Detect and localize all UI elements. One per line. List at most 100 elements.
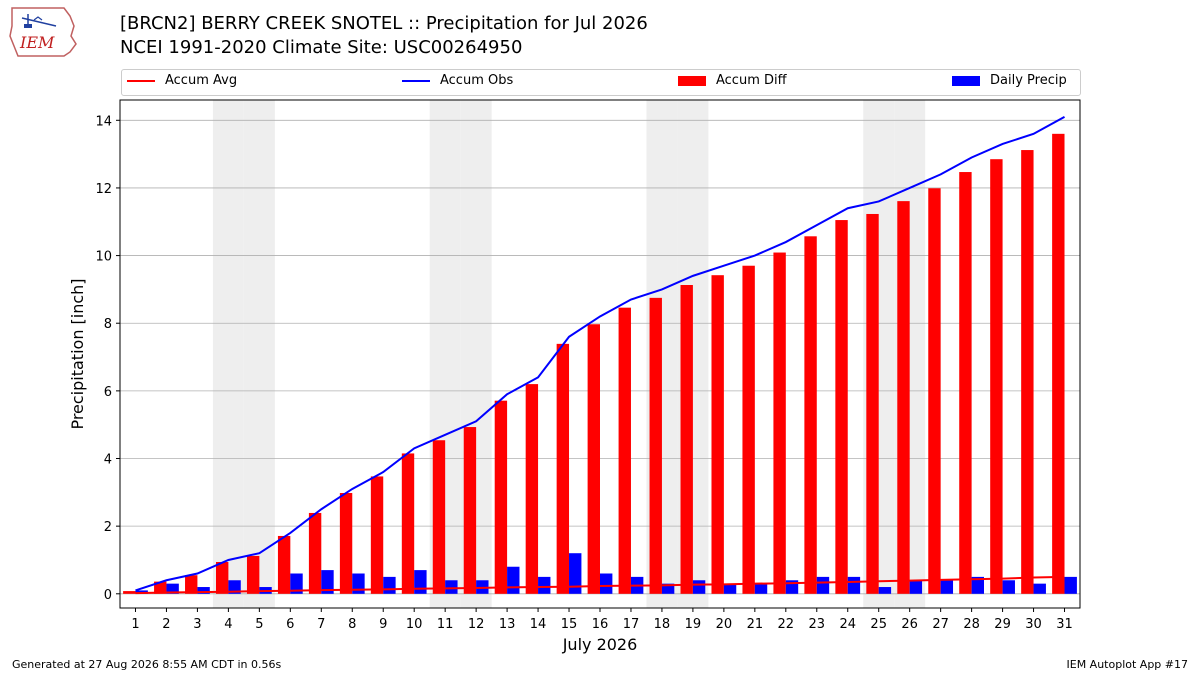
daily-precip-bar-day-27 <box>940 580 954 594</box>
daily-precip-bar-day-23 <box>816 576 830 594</box>
x-tick-label-20: 20 <box>716 617 733 632</box>
x-axis-label: July 2026 <box>562 635 638 654</box>
x-tick-label-28: 28 <box>963 617 980 632</box>
iem-logo-text: IEM <box>19 33 55 52</box>
legend-label-daily-precip: Daily Precip <box>990 73 1067 88</box>
accum-diff-bar-day-25 <box>866 213 879 594</box>
daily-precip-bar-day-24 <box>847 576 861 594</box>
accum-diff-bar-day-12 <box>463 427 477 594</box>
daily-precip-bar-day-29 <box>1002 580 1015 594</box>
footer-generated: Generated at 27 Aug 2026 8:55 AM CDT in … <box>12 658 282 671</box>
accum-diff-bar-day-29 <box>990 159 1003 594</box>
daily-precip-bar-day-13 <box>507 566 520 594</box>
y-tick-label-4: 4 <box>104 453 112 468</box>
y-tick-label-8: 8 <box>104 317 112 332</box>
accum-diff-bar-day-2 <box>154 581 167 594</box>
x-tick-label-5: 5 <box>255 617 263 632</box>
x-tick-label-21: 21 <box>747 617 764 632</box>
accum-diff-bar-day-20 <box>711 275 724 594</box>
daily-precip-bar-day-30 <box>1033 583 1046 594</box>
footer-app: IEM Autoplot App #17 <box>1066 658 1189 671</box>
x-tick-label-24: 24 <box>839 617 856 632</box>
daily-precip-bar-day-6 <box>290 573 303 594</box>
daily-precip-bar-day-18 <box>661 583 675 594</box>
x-tick-label-13: 13 <box>499 617 516 632</box>
x-tick-label-17: 17 <box>623 617 640 632</box>
x-tick-label-9: 9 <box>379 617 387 632</box>
accum-avg-line <box>135 575 1065 595</box>
accum-diff-bar-day-23 <box>804 236 817 594</box>
daily-precip-bar-day-19 <box>692 580 706 594</box>
chart-title: [BRCN2] BERRY CREEK SNOTEL :: Precipitat… <box>120 13 648 34</box>
accum-diff-bar-day-1 <box>123 591 136 594</box>
x-tick-label-14: 14 <box>530 617 547 632</box>
accum-diff-bar-day-5 <box>246 555 260 594</box>
y-tick-label-2: 2 <box>104 520 112 535</box>
accum-diff-bar-day-28 <box>959 172 972 594</box>
x-tick-label-18: 18 <box>654 617 671 632</box>
daily-precip-bar-day-4 <box>228 580 241 594</box>
x-tick-label-10: 10 <box>406 617 423 632</box>
legend-swatch-accum-obs <box>402 79 430 82</box>
accum-diff-bar-day-6 <box>277 535 291 594</box>
daily-precip-bar-day-25 <box>878 587 892 594</box>
legend-swatch-accum-avg <box>127 79 155 82</box>
daily-precip-bar-day-11 <box>445 580 458 594</box>
legend-label-accum-diff: Accum Diff <box>716 73 787 88</box>
accum-diff-bar-day-15 <box>556 343 570 594</box>
daily-precip-bar-day-8 <box>352 573 365 594</box>
x-tick-label-30: 30 <box>1025 617 1042 632</box>
accum-diff-bar-day-9 <box>370 476 384 594</box>
legend-item-accum-obs: Accum Obs <box>402 73 513 88</box>
daily-precip-bar-day-9 <box>383 576 396 594</box>
x-tick-label-2: 2 <box>162 617 170 632</box>
accum-diff-bar-day-16 <box>587 324 600 594</box>
x-tick-label-4: 4 <box>224 617 232 632</box>
legend-item-daily-precip: Daily Precip <box>952 73 1067 88</box>
x-tick-label-16: 16 <box>592 617 609 632</box>
x-tick-label-19: 19 <box>685 617 702 632</box>
y-axis-label: Precipitation [inch] <box>68 278 87 429</box>
legend-swatch-accum-diff <box>678 75 706 86</box>
daily-precip-bar-day-15 <box>569 553 582 594</box>
daily-precip-bar-day-21 <box>754 583 768 594</box>
accum-diff-bar-day-3 <box>185 575 198 594</box>
daily-precip-bar-day-10 <box>414 570 427 594</box>
x-tick-label-23: 23 <box>809 617 826 632</box>
legend-item-accum-avg: Accum Avg <box>127 73 237 88</box>
daily-precip-bar-day-28 <box>971 576 984 594</box>
daily-precip-bar-day-3 <box>197 587 210 594</box>
daily-precip-bar-day-26 <box>909 580 923 594</box>
x-tick-label-6: 6 <box>286 617 294 632</box>
weekend-shade-day-4 <box>212 100 244 608</box>
daily-precip-bar-day-14 <box>538 576 551 594</box>
accum-obs-line <box>135 116 1065 592</box>
accum-diff-bar-day-24 <box>835 220 848 594</box>
accum-diff-bar-day-22 <box>773 252 786 594</box>
accum-diff-bar-day-26 <box>897 201 910 594</box>
x-tick-label-8: 8 <box>348 617 356 632</box>
accum-diff-bar-day-8 <box>339 493 353 594</box>
y-tick-label-0: 0 <box>104 588 112 603</box>
x-tick-label-29: 29 <box>994 617 1011 632</box>
legend-label-accum-avg: Accum Avg <box>165 73 238 88</box>
accum-diff-bar-day-18 <box>649 297 662 594</box>
x-tick-label-22: 22 <box>778 617 795 632</box>
daily-precip-bar-day-16 <box>600 573 613 594</box>
daily-precip-bar-day-31 <box>1064 576 1077 594</box>
x-tick-label-27: 27 <box>932 617 949 632</box>
accum-diff-bar-day-13 <box>494 400 508 594</box>
x-tick-label-31: 31 <box>1056 617 1073 632</box>
chart-subtitle: NCEI 1991-2020 Climate Site: USC00264950 <box>120 37 523 58</box>
legend-swatch-daily-precip <box>952 75 980 86</box>
accum-diff-bar-day-17 <box>618 307 631 594</box>
x-tick-label-3: 3 <box>193 617 201 632</box>
x-tick-label-12: 12 <box>468 617 485 632</box>
accum-diff-bar-day-4 <box>216 562 229 594</box>
accum-diff-bar-day-7 <box>308 512 322 594</box>
weekend-shade-day-5 <box>243 100 275 608</box>
daily-precip-bar-day-7 <box>321 570 334 594</box>
y-tick-label-10: 10 <box>95 250 112 265</box>
x-tick-label-1: 1 <box>131 617 139 632</box>
